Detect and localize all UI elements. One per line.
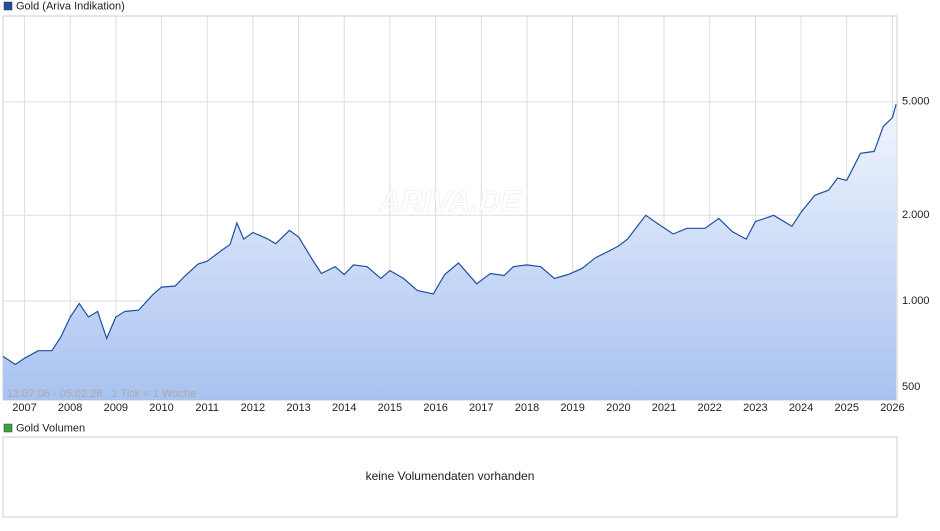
x-tick-label: 2016 <box>423 402 447 414</box>
x-tick-label: 2011 <box>195 402 219 414</box>
y-tick-label: 5.000 <box>902 96 930 108</box>
x-tick-label: 2025 <box>835 402 859 414</box>
volume-message: keine Volumendaten vorhanden <box>366 469 535 483</box>
area <box>3 104 897 401</box>
legend-swatch <box>3 423 13 433</box>
y-tick-label: 500 <box>902 381 920 393</box>
x-tick-label: 2014 <box>332 402 356 414</box>
range-note: 12.07.06 - 05.02.26 1 Tick = 1 Woche <box>7 388 196 400</box>
x-tick-label: 2010 <box>149 402 173 414</box>
x-tick-label: 2022 <box>697 402 721 414</box>
x-tick-label: 2008 <box>58 402 82 414</box>
x-tick-label: 2023 <box>743 402 767 414</box>
x-tick-label: 2024 <box>789 402 813 414</box>
legend-swatch <box>3 1 13 11</box>
x-tick-label: 2017 <box>469 402 493 414</box>
volume-frame <box>2 436 898 518</box>
watermark: ARIVA.DE <box>378 185 521 218</box>
x-tick-label: 2020 <box>606 402 630 414</box>
x-tick-label: 2019 <box>560 402 584 414</box>
x-tick-label: 2007 <box>12 402 36 414</box>
y-tick-label: 2.000 <box>902 209 930 221</box>
x-tick-label: 2015 <box>378 402 402 414</box>
x-tick-label: 2021 <box>652 402 676 414</box>
x-tick-label: 2013 <box>286 402 310 414</box>
x-tick-label: 2012 <box>241 402 265 414</box>
price-line <box>2 104 897 366</box>
x-tick-label: 2018 <box>515 402 539 414</box>
chart-title: Gold (Ariva Indikation) <box>16 0 125 12</box>
x-tick-label: 2026 <box>880 402 904 414</box>
volume-title: Gold Volumen <box>16 422 85 434</box>
x-tick-label: 2009 <box>104 402 128 414</box>
y-tick-label: 1.000 <box>902 295 930 307</box>
